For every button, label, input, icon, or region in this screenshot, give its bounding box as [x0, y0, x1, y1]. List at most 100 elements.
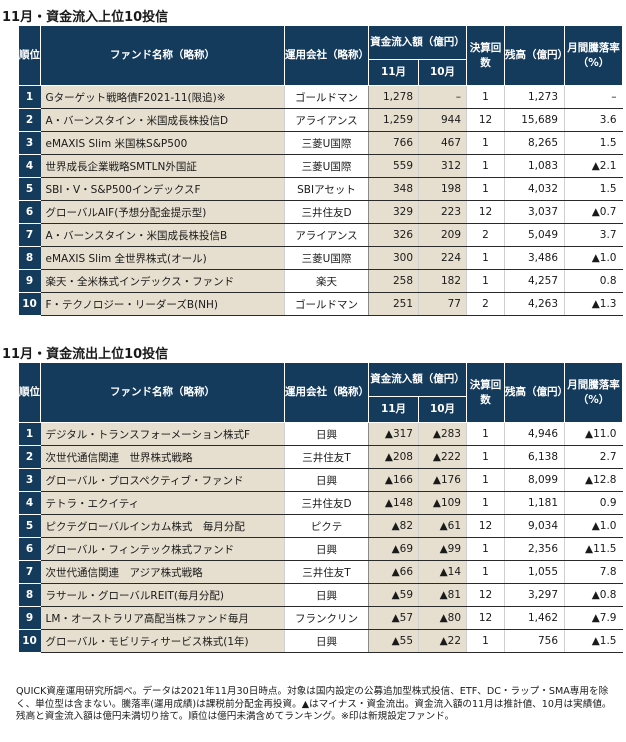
fund-name-cell: SBI・V・S&P500インデックスF	[40, 177, 285, 201]
oct-flow-cell: ▲283	[418, 422, 467, 446]
table-row: 8 eMAXIS Slim 全世界株式(オール) 三菱U国際 300 224 1 3,486…	[18, 246, 623, 270]
balance-cell: 1,462	[504, 606, 565, 630]
rank-cell: 3	[18, 468, 41, 492]
rank-cell: 8	[18, 583, 41, 607]
rank-cell: 3	[18, 131, 41, 155]
monthly-change-cell: ▲1.5	[564, 629, 623, 653]
rank-cell: 5	[18, 514, 41, 538]
oct-flow-cell: ▲14	[418, 560, 467, 584]
header-flow-amount: 資金流入額（億円）	[368, 362, 467, 397]
settlement-count-cell: 1	[466, 445, 505, 469]
company-cell: ピクテ	[284, 514, 369, 538]
monthly-change-cell: ▲1.0	[564, 514, 623, 538]
nov-flow-cell: ▲166	[368, 468, 419, 492]
balance-cell: 8,099	[504, 468, 565, 492]
table-row: 9 楽天・全米株式インデックス・ファンド 楽天 258 182 1 4,257 0.8	[18, 269, 623, 293]
company-cell: 日興	[284, 422, 369, 446]
monthly-change-cell: 1.5	[564, 131, 623, 155]
nov-flow-cell: 326	[368, 223, 419, 247]
company-cell: 日興	[284, 468, 369, 492]
header-flow-amount: 資金流入額（億円）	[368, 25, 467, 60]
rank-cell: 9	[18, 269, 41, 293]
nov-flow-cell: 348	[368, 177, 419, 201]
monthly-change-cell: ▲7.9	[564, 606, 623, 630]
rank-cell: 1	[18, 422, 41, 446]
fund-name-cell: A・バーンスタイン・米国成長株投信D	[40, 108, 285, 132]
table-row: 6 グローバルAIF(予想分配金提示型) 三井住友D 329 223 12 3,037 ▲0.…	[18, 200, 623, 224]
balance-cell: 6,138	[504, 445, 565, 469]
monthly-change-cell: 3.6	[564, 108, 623, 132]
nov-flow-cell: 329	[368, 200, 419, 224]
fund-name-cell: グローバル・フィンテック株式ファンド	[40, 537, 285, 561]
settlement-count-cell: 1	[466, 629, 505, 653]
table-row: 6 グローバル・フィンテック株式ファンド 日興 ▲69 ▲99 1 2,356 ▲11.5	[18, 537, 623, 561]
fund-name-cell: デジタル・トランスフォーメーション株式F	[40, 422, 285, 446]
outflow-section-title: 11月・資金流出上位10投信	[2, 347, 169, 362]
header-rank: 順位	[18, 25, 41, 86]
monthly-change-cell: ▲1.0	[564, 246, 623, 270]
fund-name-cell: 次世代通信関連 世界株式戦略	[40, 445, 285, 469]
oct-flow-cell: 467	[418, 131, 467, 155]
table-row: 10 グローバル・モビリティサービス株式(1年) 日興 ▲55 ▲22 1 756 ▲1.5	[18, 629, 623, 653]
oct-flow-cell: ▲99	[418, 537, 467, 561]
settlement-count-cell: 1	[466, 269, 505, 293]
company-cell: SBIアセット	[284, 177, 369, 201]
balance-cell: 1,055	[504, 560, 565, 584]
monthly-change-cell: ▲0.8	[564, 583, 623, 607]
nov-flow-cell: ▲66	[368, 560, 419, 584]
nov-flow-cell: ▲148	[368, 491, 419, 515]
header-balance: 残高（億円）	[504, 25, 568, 86]
balance-cell: 1,273	[504, 85, 565, 109]
table-row: 5 SBI・V・S&P500インデックスF SBIアセット 348 198 1 4,032 1…	[18, 177, 623, 201]
table-row: 9 LM・オーストラリア高配当株ファンド毎月 フランクリン ▲57 ▲80 12 1,462…	[18, 606, 623, 630]
balance-cell: 756	[504, 629, 565, 653]
balance-cell: 4,263	[504, 292, 565, 316]
company-cell: アライアンス	[284, 223, 369, 247]
settlement-count-cell: 2	[466, 292, 505, 316]
table-row: 5 ピクテグローバルインカム株式 毎月分配 ピクテ ▲82 ▲61 12 9,034 ▲1.0	[18, 514, 623, 538]
header-rank: 順位	[18, 362, 41, 423]
company-cell: 三井住友T	[284, 445, 369, 469]
nov-flow-cell: 559	[368, 154, 419, 178]
rank-cell: 10	[18, 292, 41, 316]
header-balance: 残高（億円）	[504, 362, 568, 423]
settlement-count-cell: 1	[466, 154, 505, 178]
monthly-change-cell: ▲2.1	[564, 154, 623, 178]
header-settlement-count: 決算回数	[466, 362, 505, 423]
fund-name-cell: 世界成長企業戦略SMTLN外国証	[40, 154, 285, 178]
fund-name-cell: eMAXIS Slim 全世界株式(オール)	[40, 246, 285, 270]
table-row: 7 次世代通信関連 アジア株式戦略 三井住友T ▲66 ▲14 1 1,055 7.8	[18, 560, 623, 584]
oct-flow-cell: 77	[418, 292, 467, 316]
balance-cell: 4,946	[504, 422, 565, 446]
balance-cell: 2,356	[504, 537, 565, 561]
monthly-change-cell: ▲0.7	[564, 200, 623, 224]
settlement-count-cell: 2	[466, 223, 505, 247]
fund-name-cell: A・バーンスタイン・米国成長株投信B	[40, 223, 285, 247]
fund-name-cell: グローバル・モビリティサービス株式(1年)	[40, 629, 285, 653]
rank-cell: 7	[18, 223, 41, 247]
settlement-count-cell: 12	[466, 606, 505, 630]
monthly-change-cell: 3.7	[564, 223, 623, 247]
rank-cell: 10	[18, 629, 41, 653]
header-fund-name: ファンド名称（略称）	[40, 362, 285, 423]
oct-flow-cell: 224	[418, 246, 467, 270]
fund-name-cell: ラサール・グローバルREIT(毎月分配)	[40, 583, 285, 607]
table-row: 7 A・バーンスタイン・米国成長株投信B アライアンス 326 209 2 5,049 3.7	[18, 223, 623, 247]
oct-flow-cell: ▲109	[418, 491, 467, 515]
fund-name-cell: テトラ・エクイティ	[40, 491, 285, 515]
monthly-change-cell: ▲11.0	[564, 422, 623, 446]
fund-name-cell: F・テクノロジー・リーダーズB(NH)	[40, 292, 285, 316]
fund-name-cell: eMAXIS Slim 米国株S&P500	[40, 131, 285, 155]
header-monthly-change: 月間騰落率（%）	[564, 362, 623, 423]
settlement-count-cell: 12	[466, 583, 505, 607]
header-oct: 10月	[418, 396, 467, 423]
settlement-count-cell: 1	[466, 131, 505, 155]
rank-cell: 5	[18, 177, 41, 201]
nov-flow-cell: 1,259	[368, 108, 419, 132]
rank-cell: 4	[18, 154, 41, 178]
settlement-count-cell: 12	[466, 200, 505, 224]
balance-cell: 9,034	[504, 514, 565, 538]
balance-cell: 3,037	[504, 200, 565, 224]
nov-flow-cell: ▲59	[368, 583, 419, 607]
monthly-change-cell: 0.9	[564, 491, 623, 515]
